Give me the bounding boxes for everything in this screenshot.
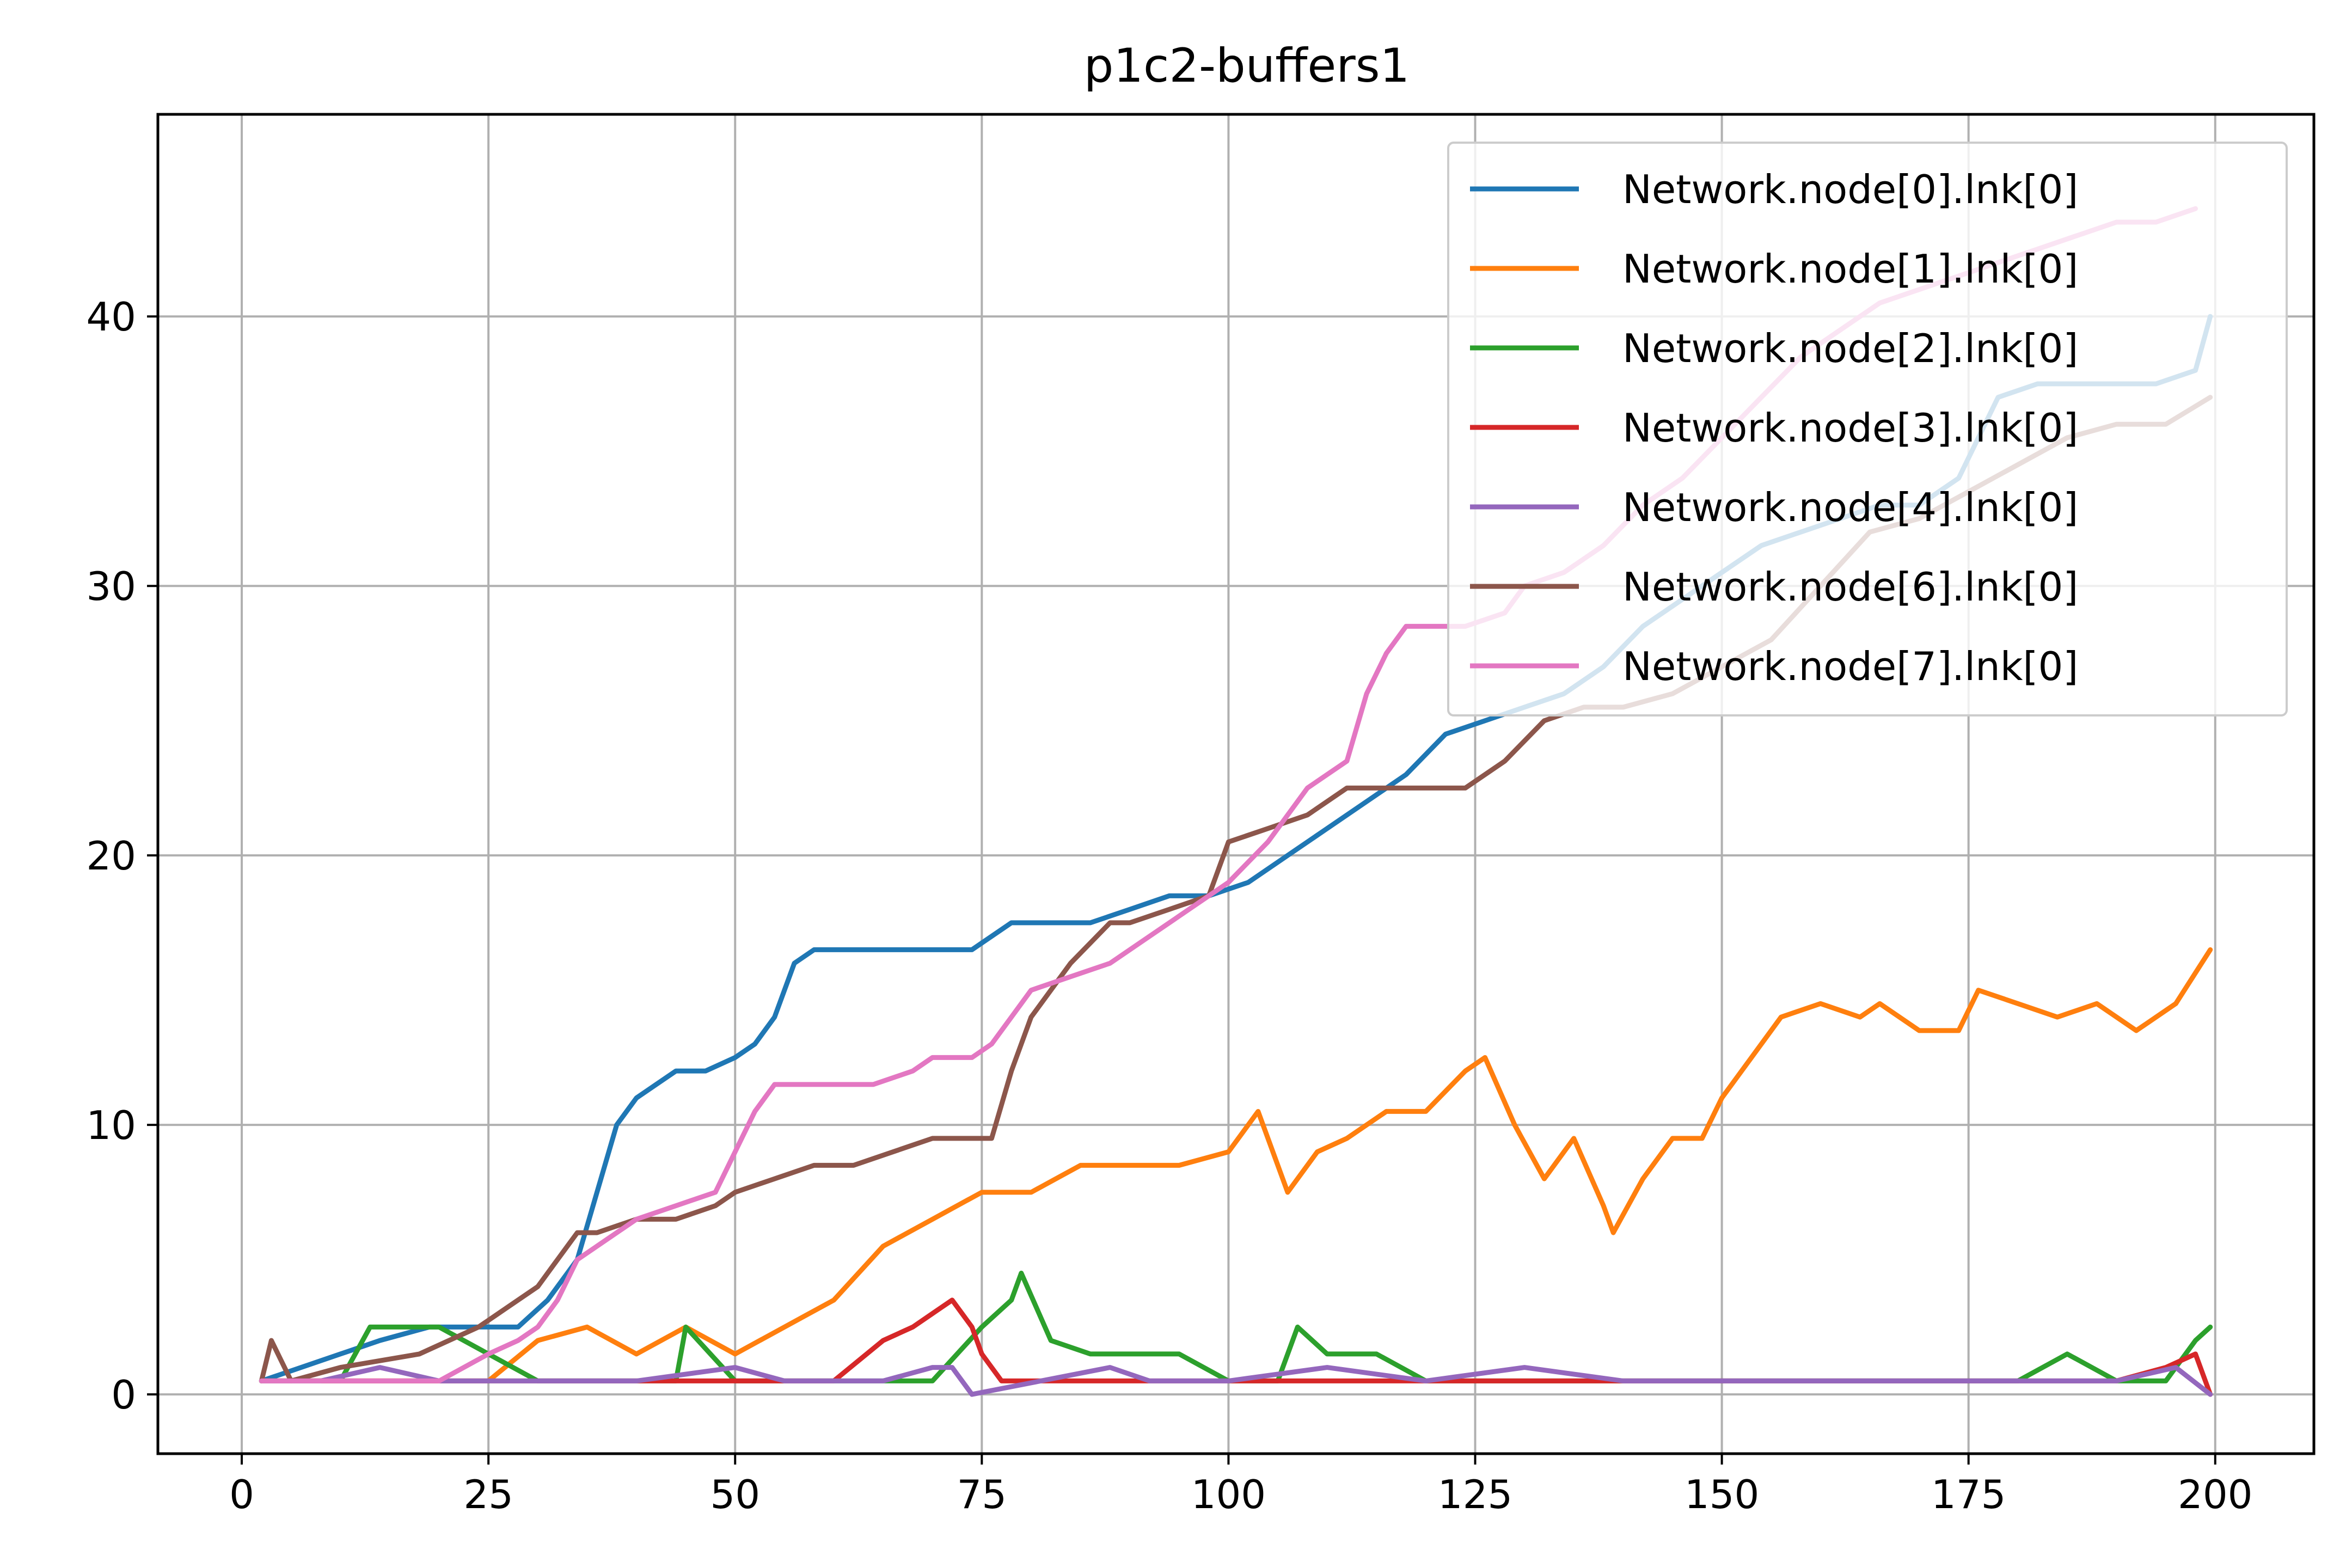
legend-label-1: Network.node[1].lnk[0]: [1622, 246, 2078, 292]
legend: Network.node[0].lnk[0] Network.node[1].ln…: [1447, 142, 2288, 716]
x-tick-label: 125: [1438, 1472, 1512, 1517]
series-line-1: [259, 947, 2213, 1383]
y-tick-label: 10: [86, 1102, 136, 1148]
x-tick-label: 75: [957, 1472, 1007, 1517]
legend-box: [1447, 142, 2288, 716]
x-tick-label: 150: [1685, 1472, 1759, 1517]
y-tick-label: 40: [86, 294, 136, 340]
legend-label-5: Network.node[6].lnk[0]: [1622, 564, 2078, 610]
legend-label-0: Network.node[0].lnk[0]: [1622, 167, 2078, 212]
chart-title: p1c2-buffers1: [1084, 39, 1410, 93]
y-tick-label: 20: [86, 833, 136, 879]
axis-ticks: 0 25 50 75 100 125 150 175 200 0 10 20 30 40: [86, 294, 2252, 1517]
y-tick-label: 30: [86, 564, 136, 609]
x-tick-label: 100: [1191, 1472, 1266, 1517]
plot-frame: [156, 113, 2316, 1455]
legend-label-3: Network.node[3].lnk[0]: [1622, 405, 2078, 451]
y-tick-label: 0: [111, 1372, 136, 1418]
x-tick-label: 25: [463, 1472, 513, 1517]
x-tick-label: 200: [2178, 1472, 2252, 1517]
legend-label-6: Network.node[7].lnk[0]: [1622, 644, 2078, 689]
x-tick-label: 50: [710, 1472, 760, 1517]
legend-label-4: Network.node[4].lnk[0]: [1622, 485, 2078, 530]
x-tick-label: 175: [1931, 1472, 2006, 1517]
x-tick-label: 0: [229, 1472, 254, 1517]
series-line-4: [259, 1365, 2213, 1397]
legend-label-2: Network.node[2].lnk[0]: [1622, 326, 2078, 371]
